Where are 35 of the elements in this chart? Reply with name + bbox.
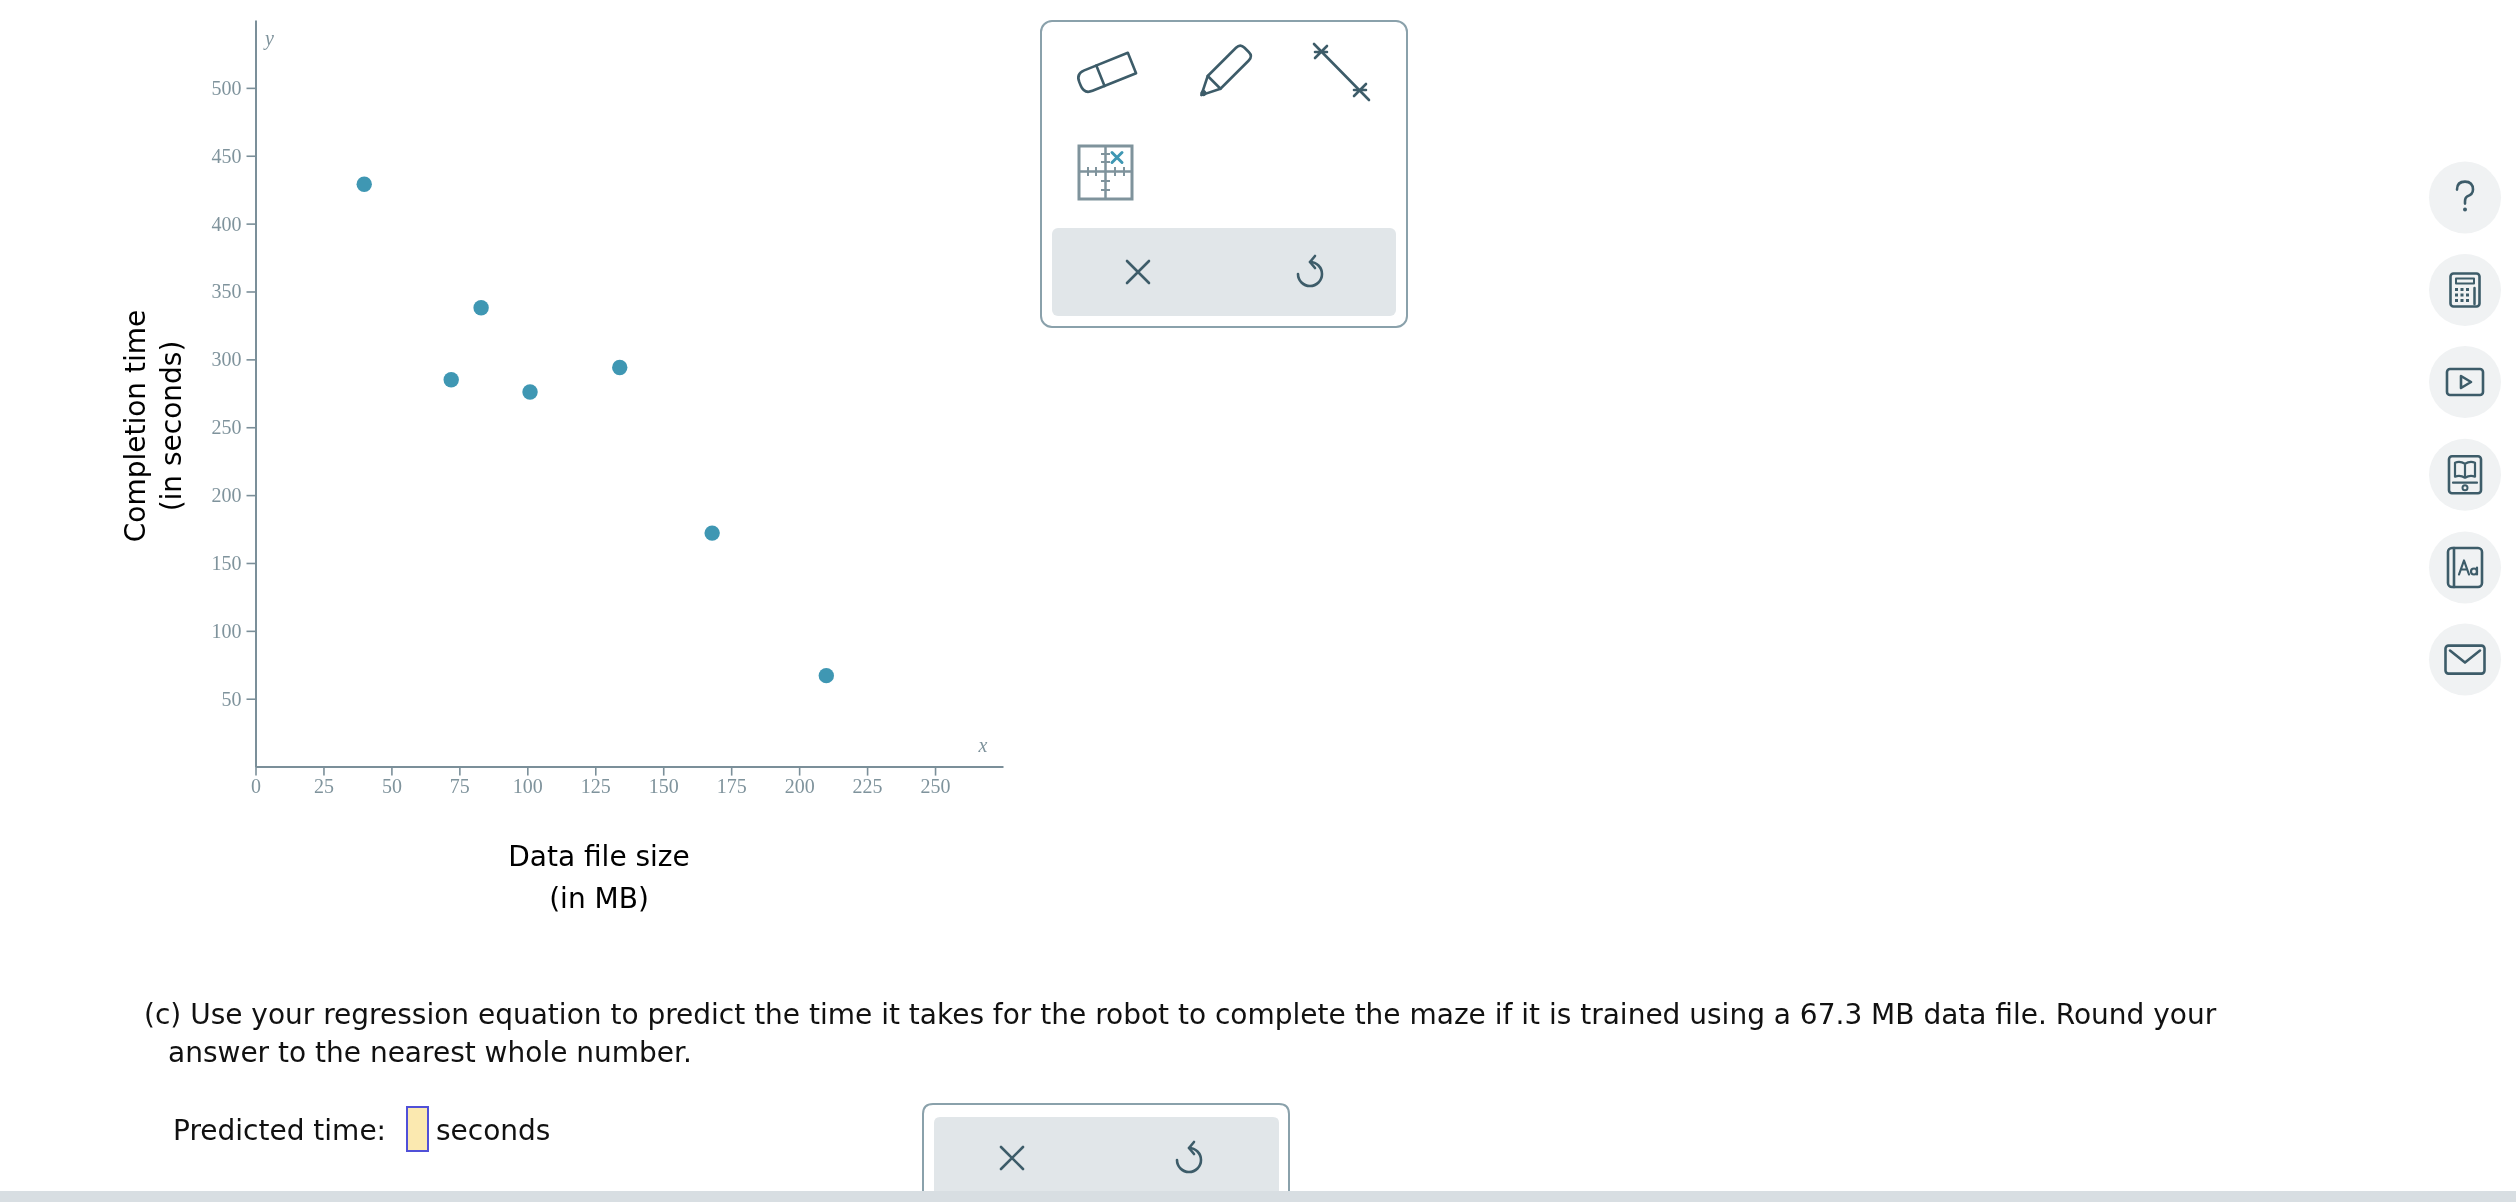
annotation: y (263, 27, 275, 50)
text: (c) Use your regression equation to predict the time it takes for the robot to complete the maze if it is trained using a 67.3 MB data file. Round your answer to the nearest whole number. (144, 997, 2217, 1069)
y-tick-label: 250 (211, 416, 242, 439)
x-tick-label: 50 (381, 774, 402, 797)
y-tick-label: 500 (211, 76, 242, 99)
x-tick-label: 150 (648, 774, 679, 797)
x-tick-label: 100 (512, 774, 543, 797)
point (612, 359, 628, 376)
point (473, 300, 489, 316)
text: Predicted time: (173, 1113, 387, 1147)
annotation: x (977, 733, 988, 756)
y-tick-label: 50 (221, 687, 242, 710)
point (704, 525, 720, 541)
x-axis-title: Data file size (in MB) (508, 839, 690, 915)
x-tick-label: 175 (716, 774, 747, 797)
y-tick-label: 400 (211, 212, 242, 235)
y-tick-label: 100 (211, 619, 242, 642)
x-tick-label: 225 (852, 774, 883, 797)
y-axis-title: Completion time (in seconds) (118, 309, 188, 543)
point (522, 384, 538, 400)
point (443, 372, 459, 388)
x-tick-label: 200 (784, 774, 815, 797)
text: seconds (436, 1113, 551, 1147)
y-tick-label: 200 (211, 484, 242, 507)
x-tick-label: 0 (251, 774, 261, 797)
y-tick-label: 150 (211, 551, 242, 574)
x-tick-label: 125 (580, 774, 611, 797)
point (818, 667, 835, 684)
point (356, 176, 372, 192)
x-tick-label: 25 (313, 774, 334, 797)
y-tick-label: 350 (211, 280, 242, 303)
y-tick-label: 300 (211, 348, 242, 371)
y-tick-label: 450 (211, 144, 242, 167)
x-tick-label: 75 (449, 774, 470, 797)
x-tick-label: 250 (920, 774, 951, 797)
